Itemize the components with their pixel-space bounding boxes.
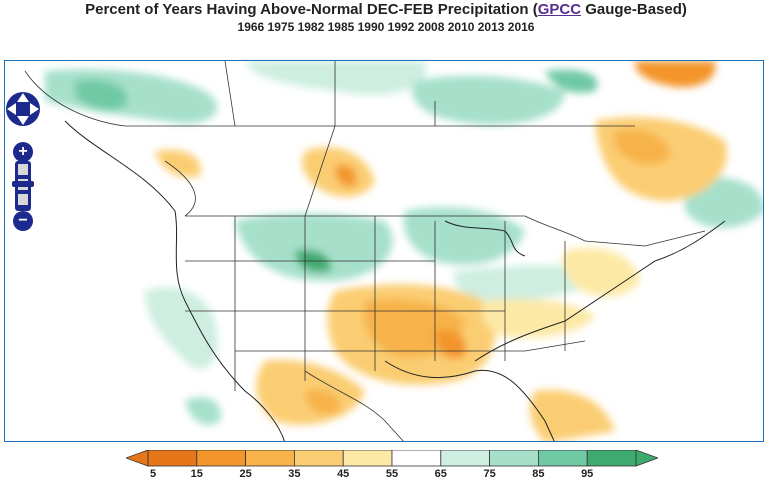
legend-colorbar: [124, 449, 660, 467]
legend-bin: [537, 449, 588, 467]
title-prefix: Percent of Years Having Above-Normal DEC…: [85, 1, 538, 18]
legend-tick-label: 55: [385, 468, 399, 480]
boundaries: [24, 61, 706, 441]
legend-bin: [391, 449, 442, 467]
legend-bin: [440, 449, 490, 467]
color-legend: 5 15 25 35 45 55 65 75 85 95: [124, 449, 660, 484]
legend-bin: [342, 449, 393, 467]
legend-tick-label: 75: [483, 468, 496, 480]
legend-tick-label: 65: [434, 468, 447, 480]
legend-tick-label: 15: [190, 468, 203, 480]
legend-arrow-high: [635, 449, 660, 467]
legend-bin: [245, 449, 295, 467]
legend-tick-label: 25: [239, 468, 252, 480]
zoom-in-button[interactable]: +: [13, 142, 33, 162]
legend-bin: [489, 449, 539, 467]
gpcc-link[interactable]: GPCC: [537, 1, 582, 18]
pan-control[interactable]: [4, 90, 42, 128]
legend-tick-label: 5: [149, 468, 157, 480]
legend-bin: [196, 449, 247, 467]
years-subtitle: 1966 1975 1982 1985 1990 1992 2008 2010 …: [237, 20, 535, 34]
legend-bin: [586, 449, 637, 467]
coastline: [64, 120, 726, 441]
zoom-level-segment[interactable]: [18, 164, 28, 175]
zoom-level-segment[interactable]: [18, 194, 28, 205]
precipitation-map: [5, 61, 763, 441]
zoom-out-button[interactable]: −: [13, 211, 33, 231]
legend-tick-label: 35: [288, 468, 301, 480]
zoom-slider-handle[interactable]: [12, 181, 34, 187]
legend-tick-label: 95: [581, 468, 594, 480]
page-title: Percent of Years Having Above-Normal DEC…: [0, 1, 772, 18]
legend-bin: [293, 449, 344, 467]
legend-arrow-low: [124, 449, 149, 467]
pan-arrows-icon[interactable]: [4, 90, 42, 128]
legend-tick-label: 85: [532, 468, 545, 480]
map-viewport[interactable]: [4, 60, 764, 442]
legend-tick-label: 45: [337, 468, 350, 480]
title-suffix: Gauge-Based): [581, 1, 687, 18]
legend-bin: [147, 449, 198, 467]
